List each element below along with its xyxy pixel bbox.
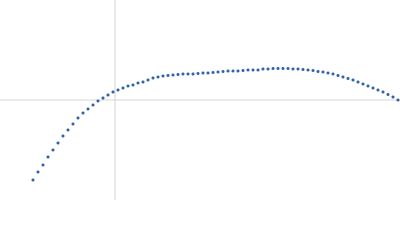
chart — [0, 0, 400, 200]
data-point — [31, 178, 35, 182]
data-point — [276, 67, 280, 70]
data-point — [261, 67, 265, 71]
data-point — [151, 76, 155, 80]
data-point — [176, 73, 180, 76]
data-point — [121, 86, 125, 90]
data-point — [316, 70, 320, 73]
data-point — [116, 88, 120, 92]
data-point — [396, 98, 400, 102]
data-point — [366, 84, 370, 88]
data-point — [241, 69, 245, 72]
data-point — [166, 74, 170, 77]
data-point — [206, 71, 210, 75]
data-point — [281, 67, 285, 70]
data-point — [101, 96, 105, 100]
page: {"chart_data": {"type": "scatter", "colo… — [0, 0, 400, 200]
data-point — [221, 70, 225, 73]
data-point — [141, 80, 145, 84]
data-point — [266, 67, 270, 71]
data-point — [231, 69, 235, 73]
data-point — [61, 134, 65, 138]
data-point — [336, 74, 340, 77]
data-point — [341, 75, 345, 79]
data-point — [146, 78, 150, 82]
data-point — [381, 90, 385, 94]
data-point — [271, 67, 275, 70]
data-point — [181, 72, 185, 76]
data-point — [136, 81, 140, 85]
data-point — [161, 74, 165, 78]
data-point — [346, 77, 350, 80]
data-point — [106, 93, 110, 97]
data-point — [201, 71, 205, 75]
data-point — [246, 68, 250, 72]
data-point — [356, 80, 360, 84]
data-point — [311, 69, 315, 72]
data-point — [326, 71, 330, 75]
data-point — [301, 68, 305, 71]
data-point — [371, 86, 375, 90]
data-point — [196, 72, 200, 75]
data-point — [376, 88, 380, 92]
data-point — [171, 73, 175, 77]
data-point — [361, 82, 365, 86]
data-point — [236, 69, 240, 73]
data-point — [351, 78, 355, 82]
data-point — [56, 141, 60, 145]
data-point — [391, 95, 395, 99]
data-point — [96, 99, 100, 103]
data-point — [226, 69, 230, 73]
data-point — [76, 116, 80, 120]
data-point — [81, 111, 85, 115]
data-point — [291, 67, 295, 71]
data-point — [36, 170, 40, 174]
data-point — [71, 122, 75, 126]
data-point — [251, 68, 255, 72]
data-point — [321, 70, 325, 74]
data-point — [286, 67, 290, 70]
data-point — [331, 72, 335, 76]
data-point — [191, 72, 195, 76]
data-point — [66, 128, 70, 132]
data-point — [51, 148, 55, 152]
data-point — [211, 71, 215, 74]
data-point — [306, 68, 310, 72]
data-point — [156, 75, 160, 79]
data-point — [41, 163, 45, 167]
data-point — [86, 107, 90, 111]
data-point — [256, 68, 260, 72]
data-point — [296, 67, 300, 71]
data-point — [91, 103, 95, 107]
data-point — [186, 72, 190, 76]
data-point — [131, 83, 135, 87]
data-point — [216, 70, 220, 74]
data-point — [111, 90, 115, 94]
data-point — [126, 84, 130, 88]
data-point — [386, 93, 390, 96]
data-point — [46, 155, 50, 159]
